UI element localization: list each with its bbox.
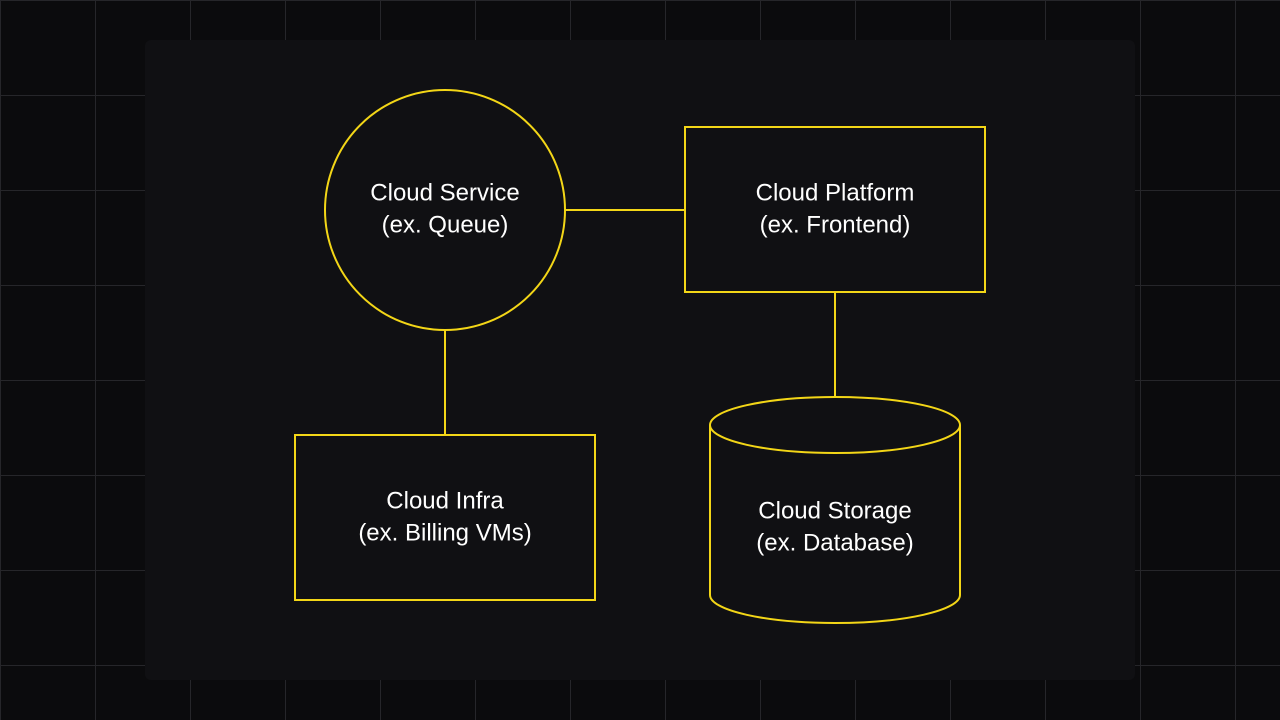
diagram-shapes [0,0,1280,720]
node-subtitle: (ex. Billing VMs) [358,520,531,547]
node-label-infra: Cloud Infra (ex. Billing VMs) [358,485,531,550]
node-title: Cloud Infra [386,487,503,514]
node-title: Cloud Storage [758,498,911,525]
node-label-service: Cloud Service (ex. Queue) [370,178,519,243]
node-title: Cloud Platform [756,179,915,206]
node-subtitle: (ex. Queue) [382,212,509,239]
node-label-storage: Cloud Storage (ex. Database) [756,496,913,561]
node-title: Cloud Service [370,180,519,207]
diagram-canvas: Cloud Service (ex. Queue) Cloud Platform… [0,0,1280,720]
node-subtitle: (ex. Frontend) [760,212,911,239]
node-subtitle: (ex. Database) [756,530,913,557]
node-label-platform: Cloud Platform (ex. Frontend) [756,177,915,242]
